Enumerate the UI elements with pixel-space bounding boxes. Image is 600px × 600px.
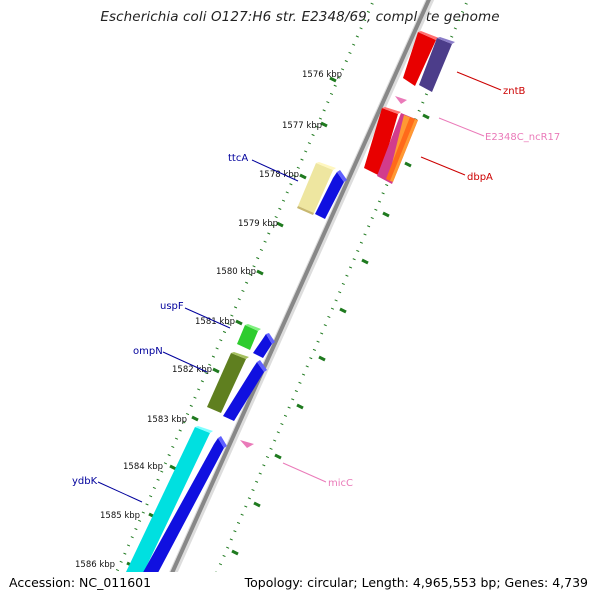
tick-label-1577: 1577 kbp xyxy=(282,121,322,131)
dbpA-cds[interactable] xyxy=(377,113,418,184)
tick-label-1580: 1580 kbp xyxy=(216,267,256,277)
zntB-label[interactable]: zntB xyxy=(503,86,526,97)
accession-text: Accession: NC_011601 xyxy=(9,575,152,590)
tick-label-1586: 1586 kbp xyxy=(75,560,115,570)
tick-label-1581: 1581 kbp xyxy=(195,317,235,327)
uspF-leader xyxy=(184,307,231,329)
micC-rna-marker[interactable] xyxy=(240,440,254,448)
ydbK-gene[interactable] xyxy=(106,426,213,600)
uspF-label[interactable]: uspF xyxy=(160,301,184,312)
genome-backbone xyxy=(170,0,431,572)
ydbK-label[interactable]: ydbK xyxy=(72,476,98,487)
dbpA-label[interactable]: dbpA xyxy=(467,172,493,183)
micC-label[interactable]: micC xyxy=(328,478,353,489)
topology-text: Topology: circular; Length: 4,965,553 bp… xyxy=(244,575,588,590)
ydbK-leader xyxy=(97,481,143,503)
ttcA-leader xyxy=(251,159,299,182)
ncR17-leader xyxy=(438,117,485,137)
uspF-gene[interactable] xyxy=(237,324,261,350)
zntB-cds[interactable] xyxy=(419,37,455,92)
ncR17-label[interactable]: E2348C_ncR17 xyxy=(485,132,560,143)
dbpA-gene[interactable] xyxy=(364,107,401,176)
tick-label-1579: 1579 kbp xyxy=(238,219,278,229)
tick-label-1583: 1583 kbp xyxy=(147,415,187,425)
micC-leader xyxy=(282,462,327,483)
tick-label-1578: 1578 kbp xyxy=(259,170,299,180)
ttcA-cds[interactable] xyxy=(315,170,347,219)
ompN-cds[interactable] xyxy=(223,360,267,421)
outer-tick-marks xyxy=(231,113,430,556)
genome-title: Escherichia coli O127:H6 str. E2348/69, … xyxy=(100,9,500,25)
tick-label-1584: 1584 kbp xyxy=(123,462,163,472)
ttcA-gene[interactable] xyxy=(297,162,336,215)
tick-label-1582: 1582 kbp xyxy=(172,365,212,375)
ydbK-cds[interactable] xyxy=(120,436,227,600)
inner-dotted-track xyxy=(114,0,376,572)
ncR17-rna-marker[interactable] xyxy=(395,96,407,104)
ompN-label[interactable]: ompN xyxy=(133,346,163,357)
zntB-leader xyxy=(456,71,502,91)
ompN-gene[interactable] xyxy=(207,352,249,413)
zntB-gene[interactable] xyxy=(403,31,439,86)
uspF-cds[interactable] xyxy=(253,333,275,358)
dbpA-leader xyxy=(420,156,466,176)
tick-label-1585: 1585 kbp xyxy=(100,511,140,521)
ttcA-label[interactable]: ttcA xyxy=(228,153,248,164)
ompN-leader xyxy=(162,351,208,373)
tick-label-1576: 1576 kbp xyxy=(302,70,342,80)
